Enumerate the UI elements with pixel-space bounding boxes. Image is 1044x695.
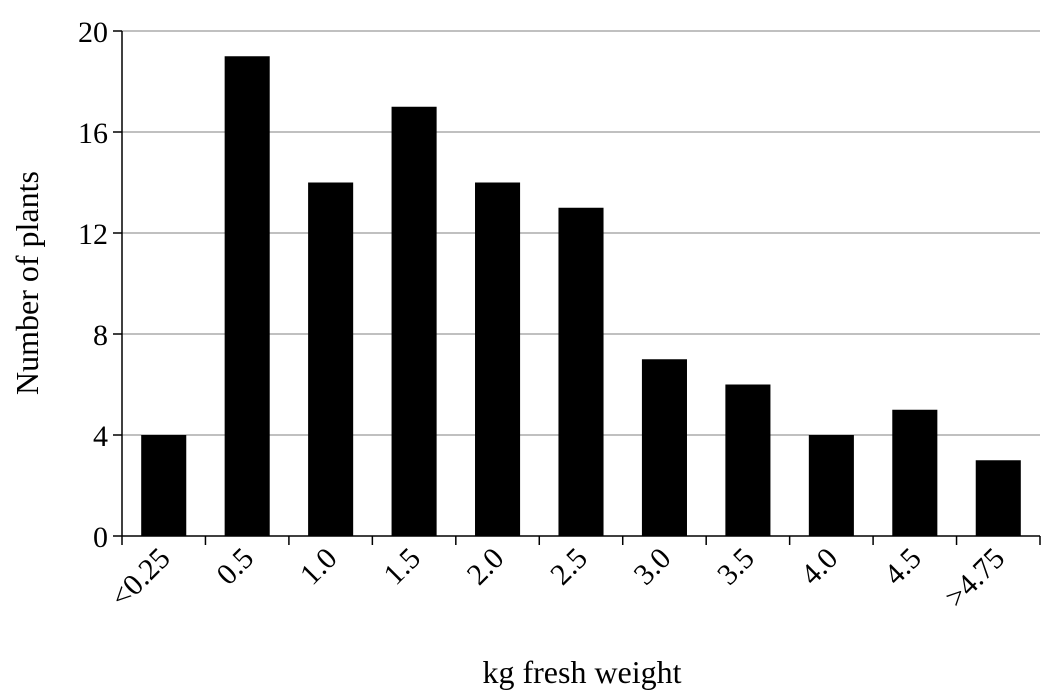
x-tick-label: <0.25 — [104, 542, 176, 614]
y-tick-label: 0 — [93, 521, 108, 554]
y-tick-label: 8 — [93, 319, 108, 352]
y-tick-label: 20 — [78, 16, 108, 49]
bar — [475, 182, 521, 536]
bar — [224, 56, 270, 536]
bar — [641, 359, 687, 536]
bar — [308, 182, 354, 536]
y-tick-label: 12 — [78, 218, 108, 251]
y-axis-title: Number of plants — [9, 171, 45, 395]
bar — [975, 460, 1021, 536]
bar — [141, 435, 187, 536]
x-tick-label: 2.0 — [461, 542, 511, 592]
x-tick-label: >4.75 — [939, 542, 1011, 614]
axes — [113, 30, 1041, 545]
bar — [808, 435, 854, 536]
x-axis-title: kg fresh weight — [482, 654, 681, 690]
x-tick-label: 1.0 — [294, 542, 344, 592]
x-tick-label: 3.0 — [628, 542, 678, 592]
bar — [391, 106, 437, 536]
x-tick-labels: <0.25 0.5 1.0 1.5 2.0 2.5 3.0 3.5 4.0 4.5 >4.75 — [104, 542, 1011, 614]
y-tick-labels: 0 4 8 12 16 20 — [78, 16, 108, 554]
x-tick-label: 1.5 — [377, 542, 427, 592]
x-tick-label: 4.5 — [878, 542, 928, 592]
x-tick-label: 0.5 — [210, 542, 260, 592]
bar — [892, 409, 938, 536]
x-tick-label: 3.5 — [711, 542, 761, 592]
y-tick-label: 4 — [93, 420, 108, 453]
x-tick-label: 4.0 — [794, 542, 844, 592]
bar — [725, 384, 771, 536]
bar — [558, 207, 604, 536]
y-tick-label: 16 — [78, 117, 108, 150]
bars — [141, 56, 1021, 536]
x-tick-label: 2.5 — [544, 542, 594, 592]
